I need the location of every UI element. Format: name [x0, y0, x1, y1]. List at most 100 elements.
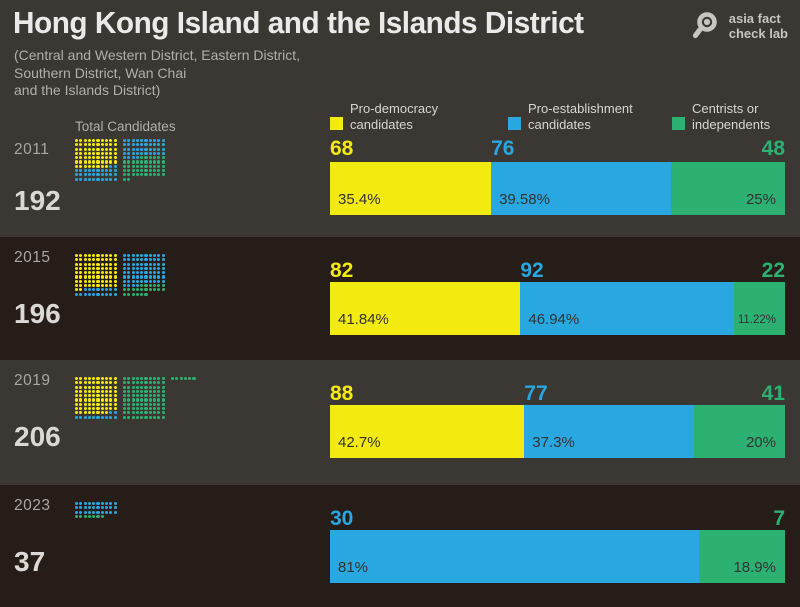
- waffle-dot: [127, 143, 131, 147]
- waffle-dot: [161, 151, 165, 155]
- waffle-dot: [140, 279, 144, 283]
- waffle-dot: [153, 173, 157, 177]
- waffle-dot: [75, 506, 79, 510]
- waffle-dot: [153, 275, 157, 279]
- waffle-dot: [144, 151, 148, 155]
- waffle-dot: [131, 407, 135, 411]
- waffle-dot: [148, 143, 152, 147]
- waffle-dot: [140, 389, 144, 393]
- waffle-dot: [92, 284, 96, 288]
- waffle-dot: [83, 381, 87, 385]
- waffle-dot: [87, 139, 91, 143]
- bar-segment-green: 25%: [671, 162, 785, 215]
- waffle-dot: [96, 151, 100, 155]
- waffle-dot: [135, 407, 139, 411]
- waffle-dot: [75, 254, 79, 258]
- waffle-dot: [127, 288, 131, 292]
- waffle-dot: [153, 381, 157, 385]
- waffle-dot: [144, 415, 148, 419]
- waffle-dot: [157, 164, 161, 168]
- waffle-dot: [87, 394, 91, 398]
- waffle-dot: [161, 143, 165, 147]
- waffle-dot: [87, 506, 91, 510]
- waffle-dot: [92, 514, 96, 518]
- waffle-dot: [161, 156, 165, 160]
- waffle-dot: [75, 284, 79, 288]
- waffle-dot: [122, 292, 127, 296]
- waffle-dot: [113, 377, 117, 381]
- waffle-dot: [83, 502, 87, 506]
- waffle-dot: [100, 266, 104, 270]
- waffle-dot: [148, 398, 152, 402]
- waffle-dot: [131, 143, 135, 147]
- waffle-dot: [105, 389, 109, 393]
- waffle-dot: [113, 389, 117, 393]
- waffle-dot: [100, 279, 104, 283]
- waffle-dot: [135, 147, 139, 151]
- waffle-dot: [100, 139, 104, 143]
- waffle-dot: [105, 407, 109, 411]
- waffle-dot: [109, 510, 113, 514]
- segment-count-label: 88: [330, 382, 354, 405]
- waffle-dot: [87, 156, 91, 160]
- waffle-dot: [144, 292, 148, 296]
- waffle-dot: [109, 506, 113, 510]
- waffle-dot: [131, 275, 135, 279]
- waffle-dot: [113, 288, 117, 292]
- waffle-dot: [127, 377, 131, 381]
- waffle-dot: [83, 254, 87, 258]
- waffle-dot: [100, 254, 104, 258]
- waffle-dot: [135, 254, 139, 258]
- waffle-dot: [127, 258, 131, 262]
- waffle-dot: [144, 139, 148, 143]
- waffle-dot: [131, 164, 135, 168]
- waffle-dot: [75, 160, 79, 164]
- waffle-dot: [161, 139, 165, 143]
- waffle-dot: [161, 173, 165, 177]
- waffle-dot: [79, 385, 83, 389]
- waffle-dot: [140, 288, 144, 292]
- total-value: 37: [14, 546, 46, 577]
- waffle-dot: [92, 394, 96, 398]
- waffle-dot: [148, 377, 152, 381]
- waffle-dot: [79, 262, 83, 266]
- segment-count-label: 76: [491, 137, 515, 160]
- bar-segment-green: 18.9%: [699, 530, 785, 583]
- waffle-dot: [100, 385, 104, 389]
- waffle-dot: [105, 279, 109, 283]
- legend-label: candidates: [350, 117, 413, 132]
- waffle-dot: [157, 407, 161, 411]
- waffle-dot: [157, 262, 161, 266]
- waffle-dot: [140, 398, 144, 402]
- waffle-dot: [153, 411, 157, 415]
- waffle-dot: [170, 377, 175, 381]
- waffle-dot: [105, 411, 109, 415]
- waffle-dot: [153, 156, 157, 160]
- waffle-dot: [87, 254, 91, 258]
- waffle-dot: [92, 147, 96, 151]
- segment-percent-label: 41.84%: [338, 311, 389, 328]
- waffle-dot: [87, 262, 91, 266]
- waffle-dot: [148, 254, 152, 258]
- waffle-dot: [127, 398, 131, 402]
- waffle-dot: [144, 411, 148, 415]
- segment-count-label: 82: [330, 259, 354, 282]
- waffle-dot: [135, 143, 139, 147]
- row-2011: 2011 192 68 76 48 35.4% 39.58% 25%: [0, 135, 800, 237]
- waffle-dot: [87, 151, 91, 155]
- waffle-dot: [161, 284, 165, 288]
- bar-segment-blue: 46.94%: [520, 282, 734, 335]
- brand-logo: asia fact check lab: [689, 9, 788, 42]
- waffle-dot: [105, 284, 109, 288]
- waffle-chart-2011: [75, 139, 166, 182]
- waffle-dot: [122, 394, 127, 398]
- waffle-dot: [87, 415, 91, 419]
- total-value: 192: [14, 185, 61, 216]
- waffle-dot: [109, 398, 113, 402]
- waffle-dot: [135, 411, 139, 415]
- waffle-dot: [75, 381, 79, 385]
- waffle-dot: [96, 389, 100, 393]
- waffle-dot: [105, 398, 109, 402]
- waffle-dot: [140, 164, 144, 168]
- waffle-dot: [96, 143, 100, 147]
